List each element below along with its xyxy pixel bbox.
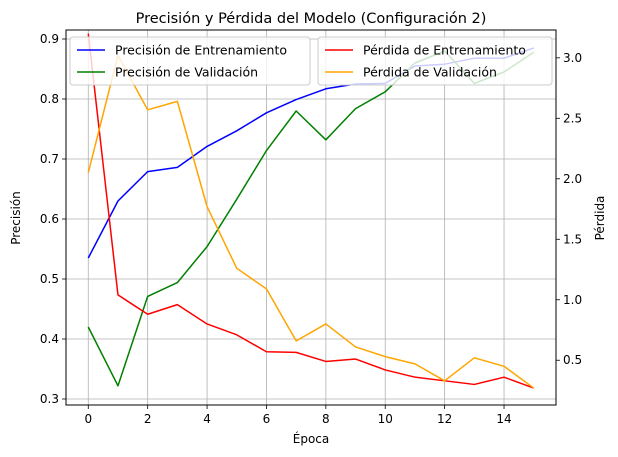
x-tick-label-1: 2: [144, 412, 152, 426]
y-left-tick-label-5: 0.8: [40, 92, 59, 106]
series-line-3: [87, 54, 535, 389]
legend-left: Precisión de Entrenamiento Precisión de V…: [69, 36, 311, 86]
grid: [66, 30, 556, 405]
y-right-tick-label-0: 0.5: [563, 353, 582, 367]
plot-frame: [65, 29, 557, 406]
y-axis-right: 0.5 1.0 1.5 2.0 2.5 3.0: [556, 51, 582, 367]
y-left-tick-label-6: 0.9: [40, 32, 59, 46]
series-lines: [87, 33, 535, 389]
y-right-tick-label-4: 2.5: [563, 111, 582, 125]
x-tick-label-3: 6: [263, 412, 271, 426]
x-tick-label-2: 4: [203, 412, 211, 426]
x-axis-label: Época: [293, 431, 330, 446]
series-line-1: [87, 50, 535, 387]
legend-label-1: Precisión de Validación: [115, 65, 258, 80]
y-left-tick-label-4: 0.7: [40, 152, 59, 166]
y-left-tick-label-1: 0.4: [40, 332, 59, 346]
x-tick-label-0: 0: [84, 412, 92, 426]
legend-label-2: Pérdida de Entrenamiento: [363, 43, 526, 58]
x-axis: 0 2 4 6 8 10 12 14: [84, 405, 512, 426]
chart-title: Precisión y Pérdida del Modelo (Configur…: [136, 11, 487, 27]
legend-label-3: Pérdida de Validación: [363, 65, 497, 80]
legend-right-frame: [317, 36, 553, 86]
y-left-tick-label-0: 0.3: [40, 392, 59, 406]
x-tick-label-5: 10: [378, 412, 393, 426]
legend-right: Pérdida de Entrenamiento Pérdida de Valid…: [317, 36, 553, 86]
legend-label-0: Precisión de Entrenamiento: [115, 43, 287, 58]
y-right-tick-label-5: 3.0: [563, 51, 582, 65]
y-axis-right-label: Pérdida: [593, 196, 607, 241]
x-tick-label-4: 8: [322, 412, 330, 426]
y-right-tick-label-1: 1.0: [563, 293, 582, 307]
y-right-tick-label-3: 2.0: [563, 172, 582, 186]
legend-left-frame: [69, 36, 311, 86]
x-tick-label-6: 12: [437, 412, 452, 426]
y-axis-left-label: Precisión: [9, 191, 23, 245]
y-axis-left: 0.3 0.4 0.5 0.6 0.7 0.8 0.9: [40, 32, 66, 406]
x-tick-label-7: 14: [496, 412, 511, 426]
y-left-tick-label-3: 0.6: [40, 212, 59, 226]
legends: Precisión de Entrenamiento Precisión de V…: [69, 36, 553, 86]
y-right-tick-label-2: 1.5: [563, 232, 582, 246]
series-line-2: [87, 33, 534, 389]
y-left-tick-label-2: 0.5: [40, 272, 59, 286]
